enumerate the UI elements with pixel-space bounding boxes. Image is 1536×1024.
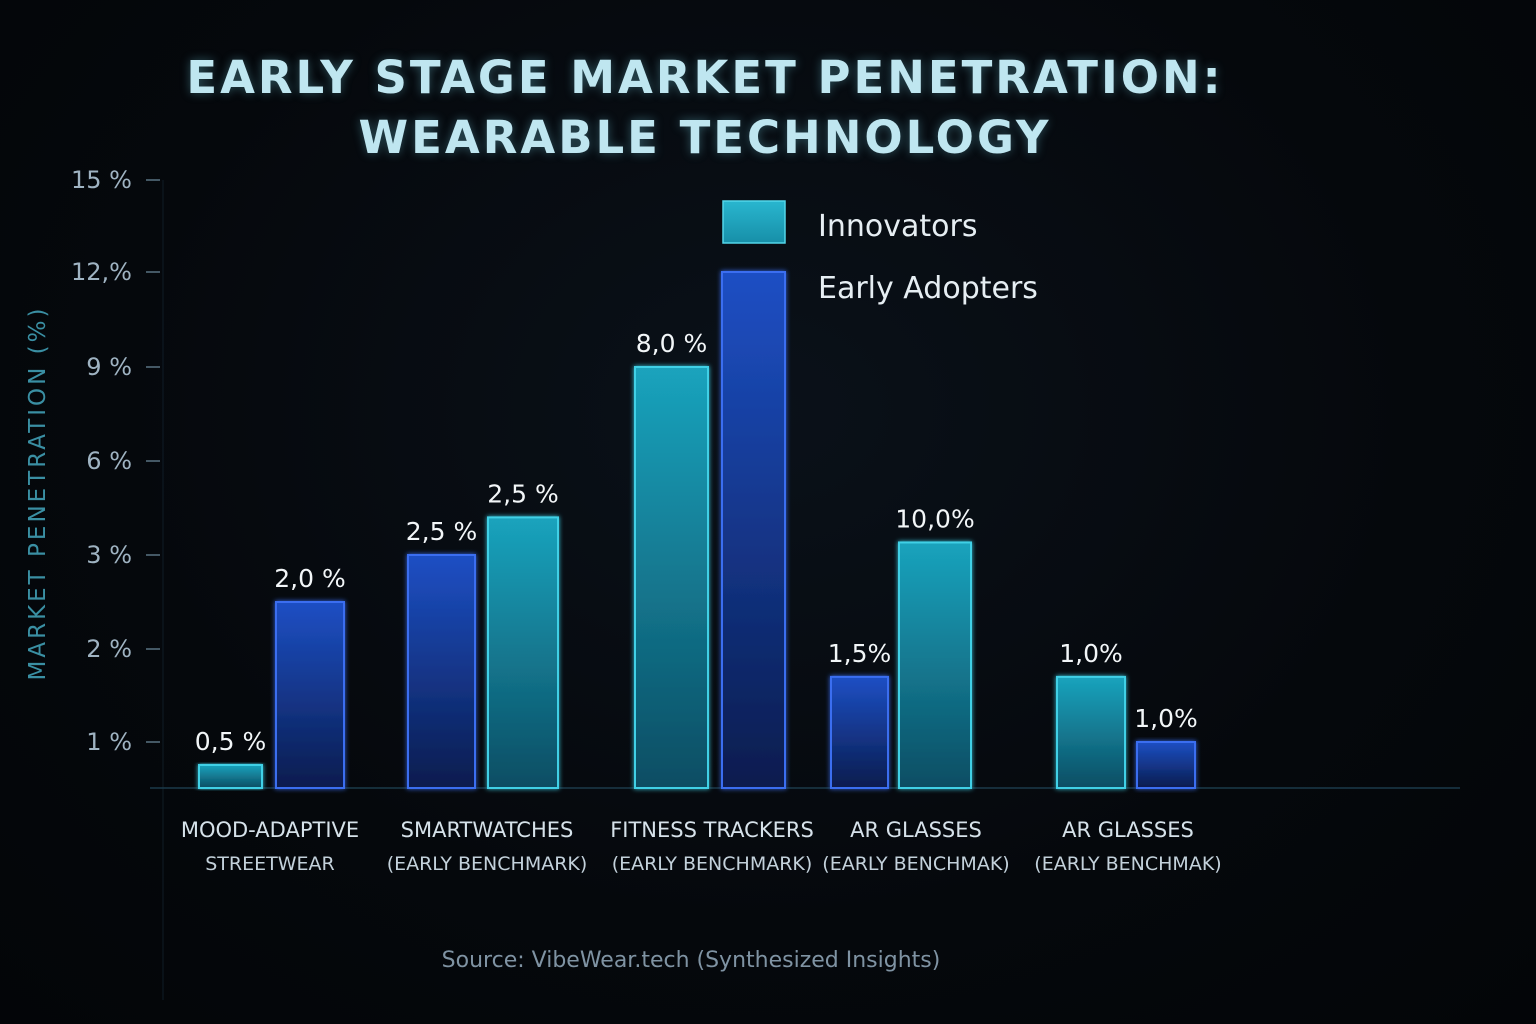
bar-blue (1136, 741, 1196, 789)
bar-cyan (634, 366, 709, 789)
category-label: STREETWEAR (205, 853, 334, 875)
y-tick-label: 2 % (86, 635, 132, 663)
category-label: FITNESS TRACKERS (610, 818, 814, 842)
category-label: (EARLY BENCHMARK) (612, 853, 813, 875)
bar-value-label: 1,0% (1134, 704, 1198, 733)
category-label: MOOD-ADAPTIVE (181, 818, 359, 842)
y-tick-label: 15 % (71, 166, 132, 194)
bar-value-label: 2,5 % (487, 479, 558, 508)
bars-group: 0,5 % 2,0 % 2,5 % 2,5 % 8,0 % 1,5% 10,0% 1,0% 1,… (195, 271, 1198, 790)
bar-blue (721, 271, 786, 789)
category-label: AR GLASSES (1062, 818, 1194, 842)
bar-cyan (198, 764, 263, 789)
legend-label-innovators: Innovators (818, 209, 977, 244)
bar-value-label: 1,5% (828, 639, 892, 668)
legend: Innovators Early Adopters (722, 200, 1038, 306)
chart-title-line-1: EARLY STAGE MARKET PENETRATION: (186, 51, 1224, 104)
bar-value-label: 0,5 % (195, 727, 266, 756)
bar-value-label: 2,0 % (274, 564, 345, 593)
category-label: (EARLY BENCHMAK) (1034, 853, 1221, 875)
category-label: (EARLY BENCHMAK) (822, 853, 1009, 875)
y-tick-label: 1 % (86, 728, 132, 756)
category-label: AR GLASSES (850, 818, 982, 842)
bar-value-label: 1,0% (1059, 639, 1123, 668)
bar-cyan (1056, 675, 1126, 790)
source-note: Source: VibeWear.tech (Synthesized Insig… (441, 948, 941, 973)
category-label: (EARLY BENCHMARK) (387, 853, 588, 875)
bar-value-label: 2,5 % (406, 517, 477, 546)
bar-value-label: 10,0% (895, 504, 974, 533)
y-tick-label: 3 % (86, 541, 132, 569)
chart-title: EARLY STAGE MARKET PENETRATION: WEARABLE… (150, 48, 1260, 168)
bar-blue (275, 601, 345, 789)
bar-cyan (487, 516, 559, 790)
category-label: SMARTWATCHES (401, 818, 574, 842)
y-tick-label: 9 % (86, 353, 132, 381)
chart-title-line-2: WEARABLE TECHNOLOGY (358, 111, 1052, 164)
legend-label-early-adopters: Early Adopters (818, 271, 1038, 306)
category-labels: MOOD-ADAPTIVE STREETWEAR SMARTWATCHES (EARL… (181, 818, 1222, 875)
legend-swatch-innovators (722, 200, 786, 244)
bar-blue (830, 675, 889, 790)
bar-blue (407, 554, 476, 789)
bar-cyan (898, 541, 972, 790)
bar-value-label: 8,0 % (636, 329, 707, 358)
y-axis-ticks: 15 % 12,% 9 % 6 % 3 % 2 % 1 % (71, 166, 160, 756)
y-tick-label: 6 % (86, 447, 132, 475)
y-tick-label: 12,% (71, 258, 132, 286)
